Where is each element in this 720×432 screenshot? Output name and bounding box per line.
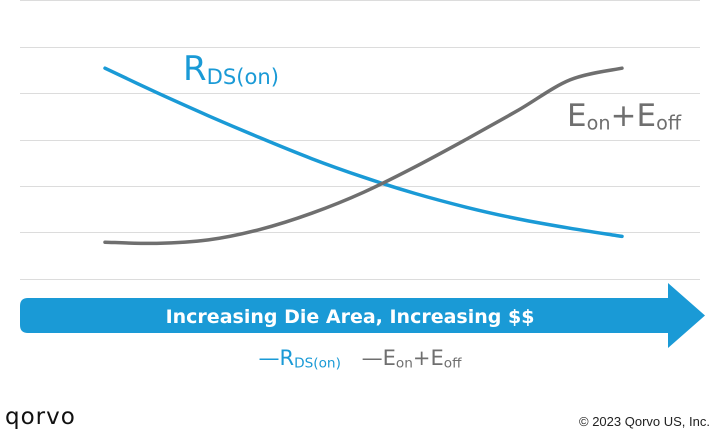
legend-rds-main: R — [279, 346, 295, 370]
arrow-label: Increasing Die Area, Increasing $$ — [165, 306, 535, 328]
eon-eoff-curve — [103, 66, 624, 246]
eon-eoff-curve-label: Eon+Eoff — [567, 101, 681, 133]
series-lines — [103, 66, 624, 246]
legend-eon-main: E — [382, 346, 396, 370]
legend-rds-dash: — — [258, 346, 280, 370]
rds-label-sub: DS(on) — [206, 63, 279, 89]
rds-curve-label: RDS(on) — [183, 52, 279, 87]
eon-label-main: E — [567, 98, 587, 134]
legend-eoff-main: +E — [412, 346, 444, 370]
legend-item-rds: —RDS(on) — [259, 346, 341, 372]
legend-eoff-sub: off — [443, 355, 462, 372]
direction-arrow — [20, 283, 705, 348]
legend: —RDS(on) —Eon+Eoff — [0, 346, 720, 372]
rds-label-main: R — [183, 49, 207, 89]
qorvo-logo: qorvo — [5, 404, 76, 430]
legend-eon-sub: on — [395, 355, 413, 372]
legend-item-eon-eoff: —Eon+Eoff — [362, 346, 462, 372]
legend-eon-dash: — — [361, 346, 383, 370]
eoff-label-sub: off — [656, 111, 682, 135]
rds-curve — [103, 66, 624, 239]
grid-lines — [20, 0, 700, 280]
legend-rds-sub: DS(on) — [294, 355, 341, 372]
eoff-label-main: +E — [610, 98, 657, 134]
eon-label-sub: on — [586, 111, 611, 135]
copyright-text: © 2023 Qorvo US, Inc. — [579, 414, 710, 429]
